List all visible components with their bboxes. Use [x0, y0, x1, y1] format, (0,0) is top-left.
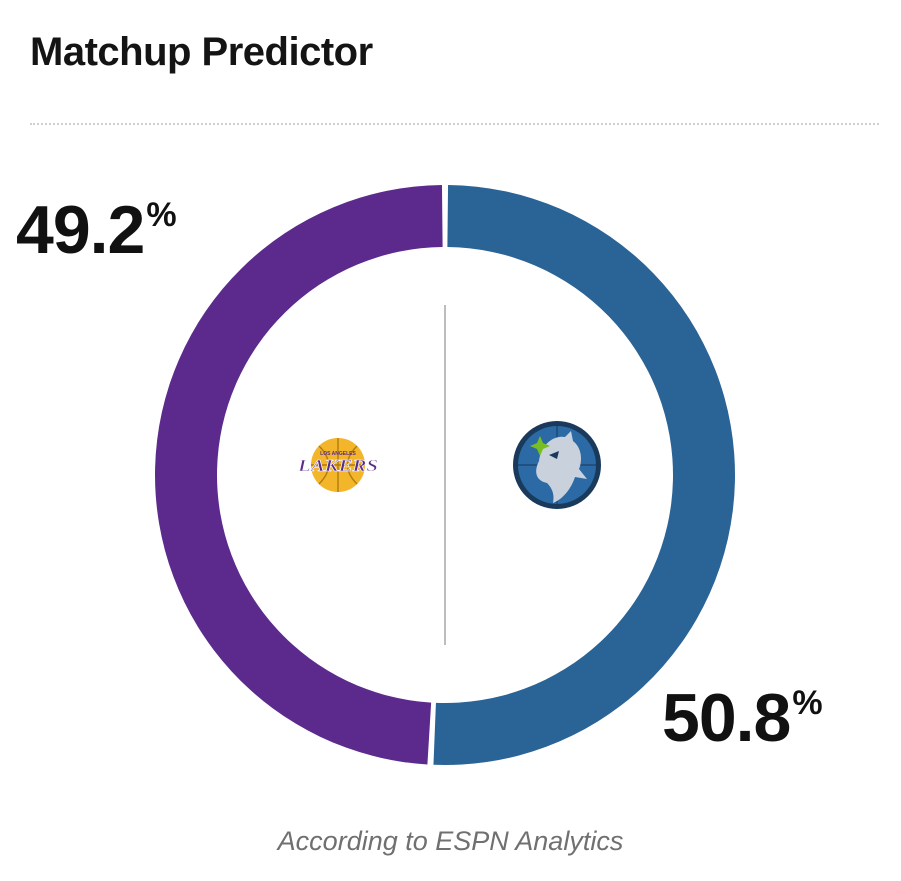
donut-slice-lakers	[154, 185, 443, 765]
timberwolves-percent-value: 50.8	[662, 680, 791, 756]
source-caption: According to ESPN Analytics	[277, 826, 624, 856]
lakers-win-percent: 49.2%	[16, 196, 177, 264]
title-divider	[30, 123, 879, 125]
page-title: Matchup Predictor	[30, 30, 373, 74]
donut-slice-timberwolves	[433, 185, 735, 766]
svg-text:LAKERS: LAKERS	[297, 456, 378, 475]
donut-slices	[154, 185, 735, 766]
timberwolves-percent-sign: %	[792, 684, 823, 722]
svg-text:LOS ANGELES: LOS ANGELES	[320, 451, 356, 457]
lakers-percent-sign: %	[146, 196, 177, 234]
timberwolves-logo-icon	[513, 421, 601, 509]
lakers-logo-icon: LOS ANGELES LAKERS	[296, 438, 378, 492]
timberwolves-win-percent: 50.8%	[662, 684, 823, 752]
lakers-percent-value: 49.2	[16, 192, 145, 268]
